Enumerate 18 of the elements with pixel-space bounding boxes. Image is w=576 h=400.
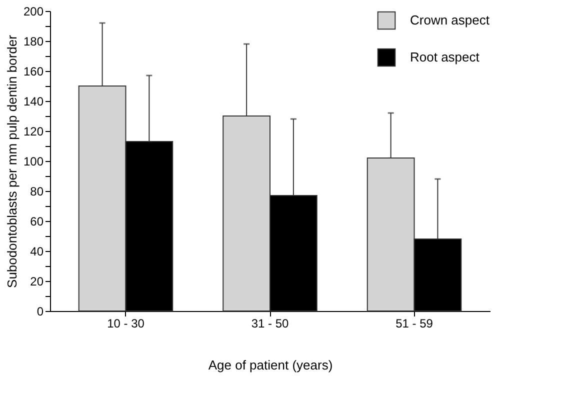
y-axis-title: Subodontoblasts per mm pulp dentin border xyxy=(4,34,20,288)
y-tick-label: 40 xyxy=(30,244,44,258)
legend-label: Crown aspect xyxy=(410,12,490,28)
y-tick-label: 100 xyxy=(23,154,44,168)
x-tick-label: 31 - 50 xyxy=(251,316,290,330)
y-tick-label: 20 xyxy=(30,274,44,288)
x-axis-title: Age of patient (years) xyxy=(208,358,333,372)
y-tick-label: 180 xyxy=(23,34,44,48)
y-tick-label: 80 xyxy=(30,184,44,198)
x-tick-label: 51 - 59 xyxy=(396,316,434,330)
y-tick-label: 0 xyxy=(36,304,44,318)
x-tick-label: 10 - 30 xyxy=(107,316,145,330)
y-tick-label: 200 xyxy=(23,4,44,18)
y-tick-label: 160 xyxy=(23,64,44,78)
legend-label: Root aspect xyxy=(410,50,480,64)
y-tick-label: 60 xyxy=(30,214,44,228)
y-tick-label: 140 xyxy=(23,94,44,108)
y-tick-label: 120 xyxy=(23,124,44,138)
